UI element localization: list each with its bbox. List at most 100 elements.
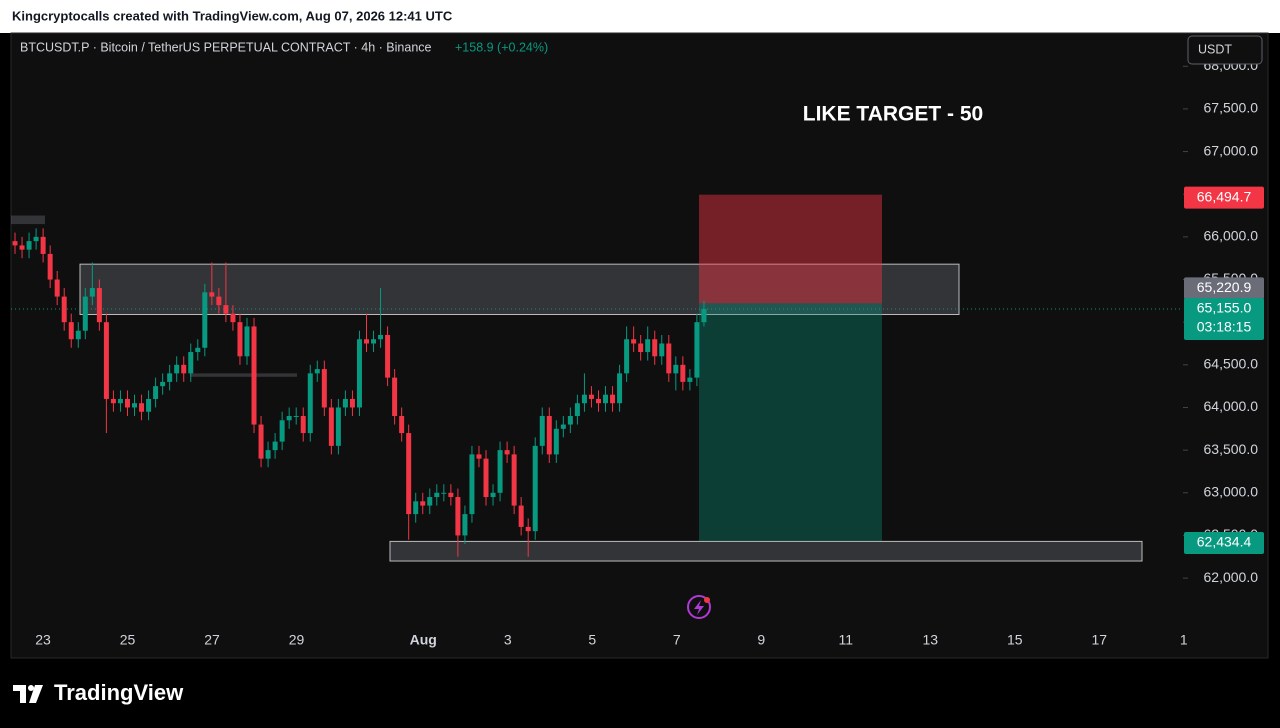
candle-body xyxy=(455,497,461,536)
candle-body xyxy=(54,279,60,297)
alert-icon-bolt xyxy=(694,600,704,615)
candle-body xyxy=(272,441,278,451)
candle-body xyxy=(209,292,215,297)
candle-body xyxy=(160,381,166,387)
zone xyxy=(11,215,45,225)
candle-body xyxy=(497,450,503,493)
y-tick-label: 64,000.0 xyxy=(1204,398,1259,414)
candle-body xyxy=(694,322,700,378)
candle-body xyxy=(553,428,559,455)
candle-body xyxy=(258,424,264,459)
x-tick-label: 9 xyxy=(757,632,765,648)
candle-body xyxy=(230,313,236,323)
candle-body xyxy=(427,497,433,506)
candle-body xyxy=(371,339,377,344)
candle-body xyxy=(40,236,46,254)
alert-dot xyxy=(704,597,710,603)
candle-body xyxy=(132,403,138,408)
candle-body xyxy=(202,292,208,348)
candle-body xyxy=(19,245,25,250)
candle-body xyxy=(237,322,243,357)
candle-body xyxy=(603,394,609,404)
alert-icon[interactable] xyxy=(687,595,711,619)
candle-body xyxy=(546,416,552,455)
stop-tag-label: 66,494.7 xyxy=(1197,188,1252,204)
candle-body xyxy=(441,492,447,494)
candle-body xyxy=(462,514,468,536)
candle-body xyxy=(420,501,426,506)
candle-body xyxy=(181,364,187,374)
y-tick-label: 66,000.0 xyxy=(1204,228,1259,244)
candle-body xyxy=(378,334,384,340)
candle-body xyxy=(581,394,587,404)
change: +158.9 (+0.24%) xyxy=(455,40,548,54)
candle-body xyxy=(349,398,355,408)
candle-body xyxy=(33,236,39,242)
candle-body xyxy=(504,450,510,455)
candle-body xyxy=(567,416,573,425)
y-tick-label: 67,500.0 xyxy=(1204,100,1259,116)
candle-body xyxy=(448,492,454,498)
candle-body xyxy=(110,398,116,404)
candle-body xyxy=(659,343,665,357)
candle-body xyxy=(673,364,679,374)
candle-body xyxy=(146,398,152,412)
candle-body xyxy=(356,339,362,408)
candle-body xyxy=(307,373,313,434)
candle-body xyxy=(588,394,594,399)
candle-body xyxy=(195,347,201,353)
y-tick-label: 62,000.0 xyxy=(1204,569,1259,585)
candle-body xyxy=(364,339,369,344)
stop-zone xyxy=(699,194,882,304)
candle-body xyxy=(490,492,496,498)
y-tick-label: 67,000.0 xyxy=(1204,142,1259,158)
candle-body xyxy=(188,352,194,374)
logo-text: TradingView xyxy=(54,680,184,705)
candle-body xyxy=(476,454,482,459)
candle-body xyxy=(68,322,74,340)
candle-body xyxy=(89,288,95,297)
candle-body xyxy=(167,373,173,382)
currency-button[interactable] xyxy=(1187,35,1263,65)
candle-body xyxy=(666,343,672,374)
candle-body xyxy=(511,454,517,506)
zone xyxy=(389,540,1143,562)
candle-body xyxy=(687,377,693,382)
overlay: BTCUSDT.P · Bitcoin / TetherUS PERPETUAL… xyxy=(13,35,1264,705)
candle-body xyxy=(560,424,566,429)
candle-body xyxy=(469,454,475,515)
candle-body xyxy=(82,296,88,331)
candle-body xyxy=(574,403,580,417)
candle-body xyxy=(342,398,348,408)
candle-body xyxy=(251,326,257,425)
candle-body xyxy=(244,326,250,357)
candle-body xyxy=(399,416,405,434)
logo-icon xyxy=(13,685,43,703)
last-tag xyxy=(1184,297,1264,340)
x-tick-label: 13 xyxy=(922,632,938,648)
candle-body xyxy=(96,288,102,323)
zone xyxy=(190,373,297,377)
x-tick-label: Aug xyxy=(410,632,437,648)
candle-body xyxy=(286,416,292,421)
candle-body xyxy=(117,398,123,404)
symbol: BTCUSDT.P · Bitcoin / TetherUS PERPETUAL… xyxy=(20,40,432,54)
candle-body xyxy=(483,458,489,498)
plot: 62,000.062,500.063,000.063,500.064,000.0… xyxy=(11,57,1258,648)
candle-body xyxy=(103,322,109,399)
x-tick-label: 7 xyxy=(673,632,681,648)
candle-body xyxy=(532,445,538,532)
candle-body xyxy=(26,241,32,250)
candle-body xyxy=(328,407,334,446)
candle-body xyxy=(300,416,306,434)
candle-body xyxy=(645,339,651,353)
candle-body xyxy=(701,308,707,323)
candle-body xyxy=(12,241,18,246)
candle-body xyxy=(539,416,545,446)
candle-body xyxy=(385,334,391,378)
currency: USDT xyxy=(1198,42,1232,56)
x-tick-label: 3 xyxy=(504,632,512,648)
candle-body xyxy=(617,373,623,404)
